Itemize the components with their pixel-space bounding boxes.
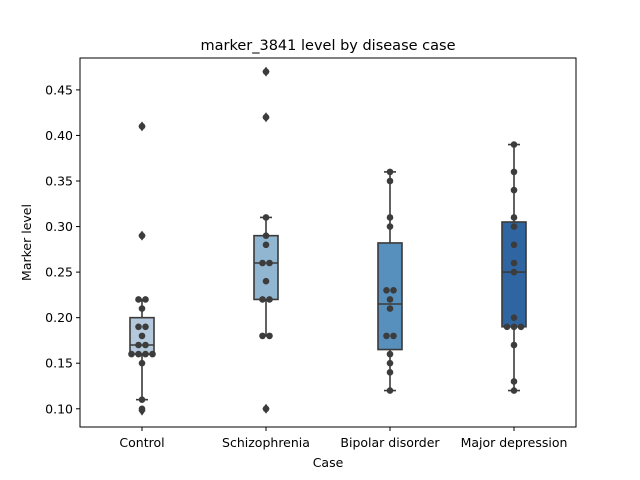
- swarm-point: [262, 232, 270, 239]
- swarm-point: [262, 113, 270, 121]
- swarm-point: [135, 341, 142, 349]
- swarm-point: [142, 323, 149, 331]
- swarm-point: [259, 259, 266, 267]
- swarm-point: [138, 332, 146, 340]
- swarm-point: [386, 305, 394, 312]
- swarm-point: [386, 177, 394, 185]
- swarm-point: [138, 232, 146, 239]
- x-tick-label: Schizophrenia: [222, 435, 310, 450]
- swarm-point: [386, 359, 394, 367]
- swarm-point: [386, 387, 394, 394]
- swarm-point: [510, 223, 518, 230]
- y-tick-label: 0.45: [45, 82, 73, 97]
- swarm-point: [383, 287, 390, 294]
- swarm-point: [128, 350, 135, 358]
- swarm-point: [262, 214, 270, 221]
- swarm-point: [262, 68, 270, 75]
- swarm-point: [503, 323, 511, 331]
- swarm-point: [386, 296, 394, 303]
- swarm-point: [386, 214, 394, 221]
- swarm-point: [266, 259, 273, 267]
- x-tick-label: Bipolar disorder: [340, 435, 440, 450]
- swarm-point: [138, 305, 146, 312]
- swarm-point: [149, 350, 156, 358]
- y-tick-label: 0.40: [45, 128, 73, 143]
- swarm-point: [510, 341, 518, 349]
- axes-frame: [79, 57, 577, 428]
- y-tick-label: 0.10: [45, 401, 73, 416]
- y-tick-label: 0.20: [45, 310, 73, 325]
- swarm-point: [135, 323, 142, 331]
- swarm-point: [138, 396, 146, 403]
- swarm-point: [510, 323, 518, 331]
- swarm-point: [135, 350, 142, 358]
- plot-area: 0.10 0.15 0.20 0.25 0.30 0.35 0.40 0.45 Control S…: [45, 66, 568, 450]
- swarm-point: [138, 359, 146, 367]
- swarm-point: [510, 168, 518, 176]
- swarm-point: [262, 405, 270, 413]
- x-tick-label: Major depression: [461, 435, 568, 450]
- swarm-point: [262, 277, 270, 285]
- swarm-point: [510, 378, 518, 385]
- swarm-point: [386, 369, 394, 376]
- x-axis-label: Case: [313, 455, 344, 470]
- box-group: [129, 121, 155, 416]
- box-group: [377, 171, 403, 392]
- swarm-point: [135, 296, 142, 303]
- swarm-point: [510, 241, 518, 249]
- swarm-point: [142, 341, 149, 349]
- y-tick-label: 0.30: [45, 219, 73, 234]
- swarm-point: [266, 296, 273, 303]
- swarm-point: [259, 296, 266, 303]
- swarm-point: [390, 332, 397, 340]
- swarm-point: [142, 296, 149, 303]
- swarm-point: [510, 186, 518, 194]
- swarm-point: [138, 123, 146, 130]
- swarm-point: [510, 141, 518, 148]
- swarm-point: [510, 314, 518, 321]
- swarm-point: [142, 350, 149, 358]
- swarm-point: [259, 332, 266, 340]
- y-axis-label: Marker level: [19, 204, 34, 281]
- y-tick-label: 0.25: [45, 265, 73, 280]
- y-tick-label: 0.15: [45, 356, 73, 371]
- swarm-point: [383, 332, 390, 340]
- swarm-point: [386, 168, 394, 176]
- swarm-point: [262, 241, 270, 249]
- swarm-point: [138, 405, 146, 413]
- swarm-point: [510, 214, 518, 221]
- swarm-point: [386, 350, 394, 358]
- box-group: [501, 143, 527, 392]
- chart-title: marker_3841 level by disease case: [201, 38, 456, 54]
- swarm-point: [510, 387, 518, 394]
- swarm-point: [510, 268, 518, 276]
- swarm-point: [510, 259, 518, 267]
- swarm-point: [266, 332, 273, 340]
- y-tick-label: 0.35: [45, 174, 73, 189]
- swarm-point: [517, 323, 525, 331]
- x-tick-label: Control: [119, 435, 164, 450]
- swarm-point: [390, 287, 397, 294]
- swarm-point: [386, 223, 394, 230]
